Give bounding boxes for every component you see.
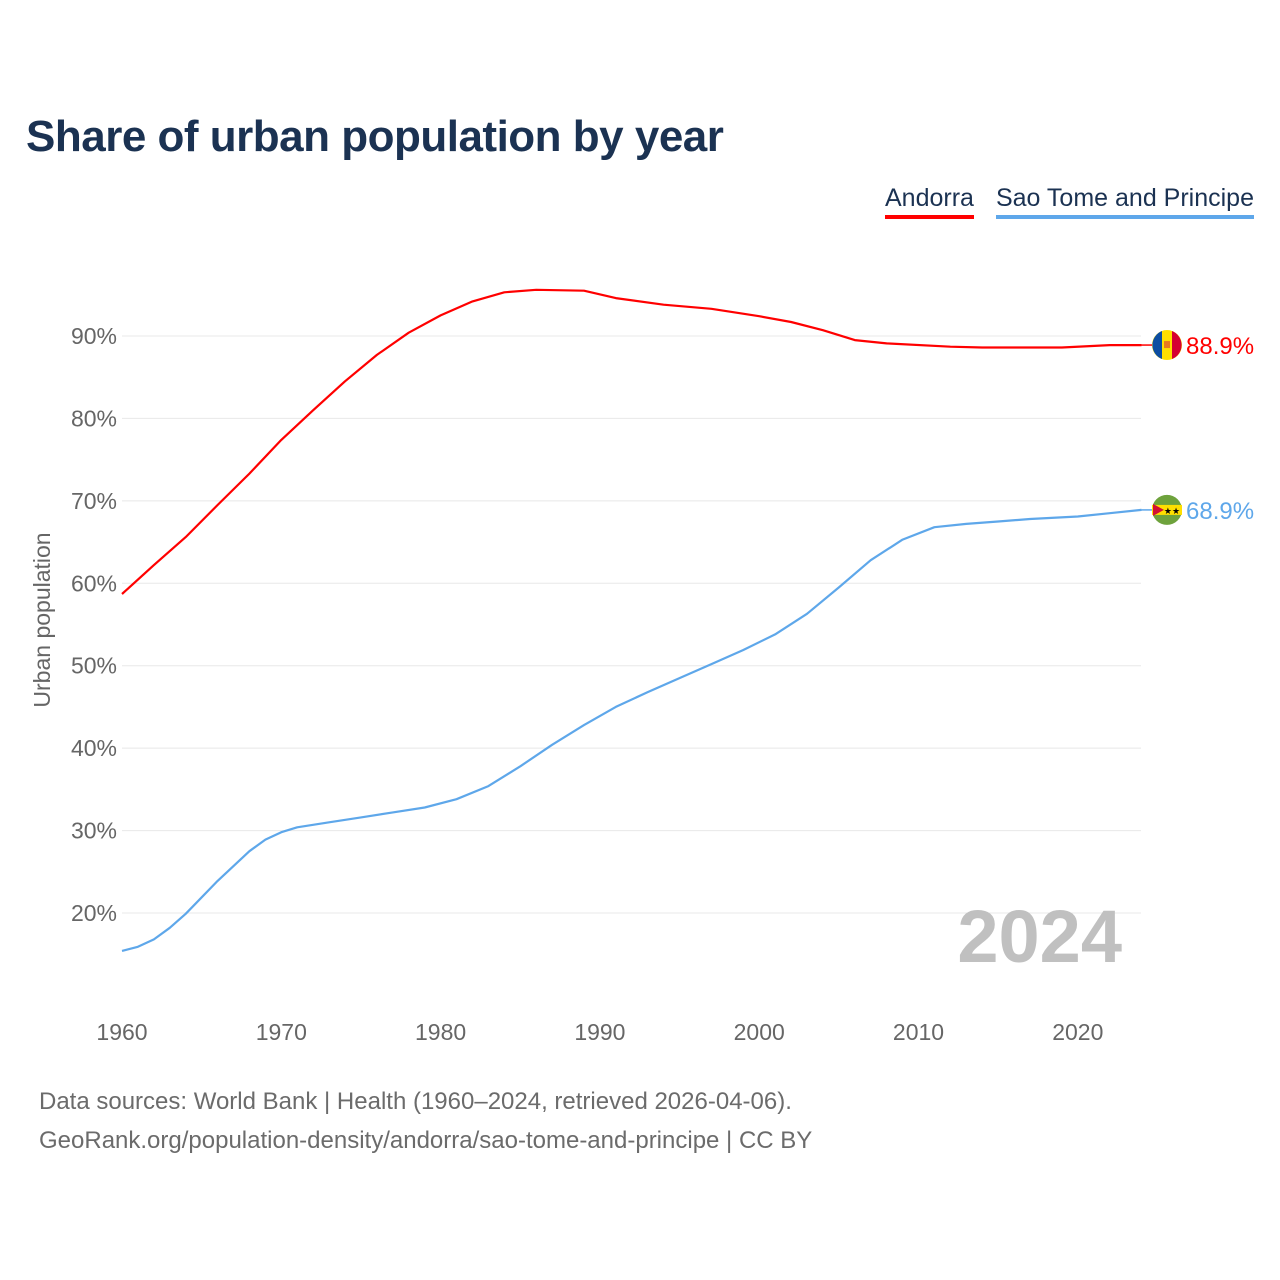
year-watermark: 2024 [957, 895, 1122, 978]
y-tick-label: 80% [71, 405, 117, 431]
y-tick-label: 30% [71, 818, 117, 844]
footer-sources: Data sources: World Bank | Health (1960–… [39, 1088, 792, 1115]
x-tick-label: 2020 [1052, 1019, 1103, 1045]
x-tick-label: 1970 [256, 1019, 307, 1045]
series-line-0 [121, 288, 1142, 595]
end-value-label: 88.9% [1186, 333, 1254, 360]
legend: Andorra Sao Tome and Principe [885, 184, 1254, 219]
footer-link[interactable]: GeoRank.org/population-density/andorra/s… [39, 1127, 813, 1154]
legend-andorra[interactable]: Andorra [885, 184, 974, 219]
x-tick-label: 1980 [415, 1019, 466, 1045]
x-tick-label: 1960 [96, 1019, 147, 1045]
y-tick-label: 60% [71, 570, 117, 596]
flag-part [1153, 503, 1164, 516]
y-tick-label: 70% [71, 488, 117, 514]
flag-part [1152, 331, 1162, 360]
y-tick-label: 90% [71, 323, 117, 349]
flag-part [1172, 331, 1182, 360]
end-value-label: 68.9% [1186, 498, 1254, 525]
x-tick-label: 2010 [893, 1019, 944, 1045]
series-line-1 [121, 508, 1142, 952]
legend-sao-tome[interactable]: Sao Tome and Principe [995, 184, 1254, 219]
y-tick-label: 20% [71, 900, 117, 926]
y-axis-label: Urban population [29, 532, 55, 707]
chart-title: Share of urban population by year [26, 112, 724, 161]
flag-part: ★★ [1164, 506, 1180, 516]
y-tick-label: 40% [71, 735, 117, 761]
y-tick-label: 50% [71, 653, 117, 679]
flag-part [1164, 341, 1170, 349]
x-tick-label: 2000 [734, 1019, 785, 1045]
flag-part [1152, 504, 1182, 515]
x-tick-label: 1990 [574, 1019, 625, 1045]
